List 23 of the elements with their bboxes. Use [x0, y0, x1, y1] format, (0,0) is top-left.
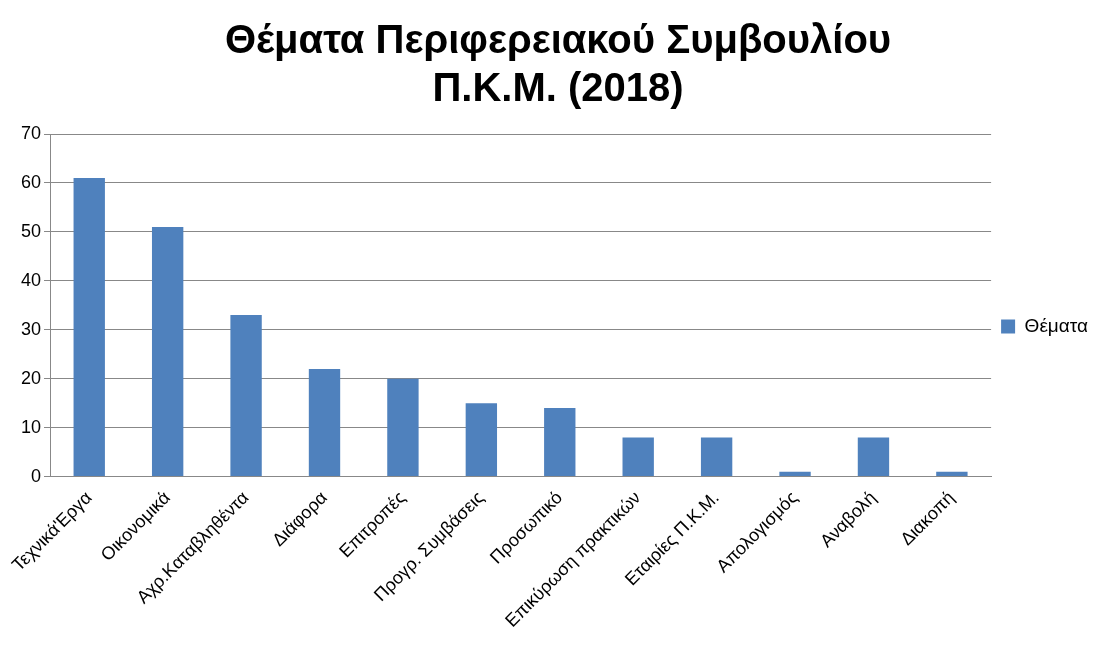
y-tick-label: 40 [20, 269, 42, 290]
text: Θέματα Περιφερειακού Συμβουλίου [224, 17, 892, 62]
text: Π.Κ.Μ. (2018) [432, 65, 684, 110]
bar [544, 408, 576, 477]
bar [622, 437, 654, 477]
y-tick-label: 70 [20, 122, 42, 143]
bar [151, 226, 184, 477]
bar [465, 403, 498, 477]
y-tick-label: 50 [20, 220, 42, 241]
legend-label: Θέματα [1024, 314, 1089, 336]
bar [73, 178, 105, 477]
bar [779, 471, 811, 477]
bar [387, 378, 419, 477]
bar [700, 437, 733, 477]
bar [308, 368, 341, 477]
y-tick-label: 10 [20, 416, 42, 437]
bar [857, 437, 890, 477]
bar [936, 471, 968, 477]
y-tick-label: 60 [20, 171, 42, 192]
y-tick-label: 30 [20, 318, 42, 339]
bar [230, 315, 262, 477]
y-tick-label: 20 [20, 367, 42, 388]
y-tick-label: 0 [31, 465, 42, 486]
